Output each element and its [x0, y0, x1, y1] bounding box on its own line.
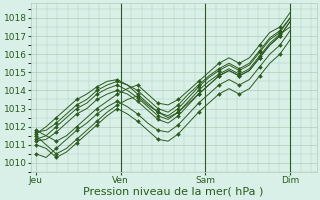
X-axis label: Pression niveau de la mer( hPa ): Pression niveau de la mer( hPa )	[84, 187, 264, 197]
